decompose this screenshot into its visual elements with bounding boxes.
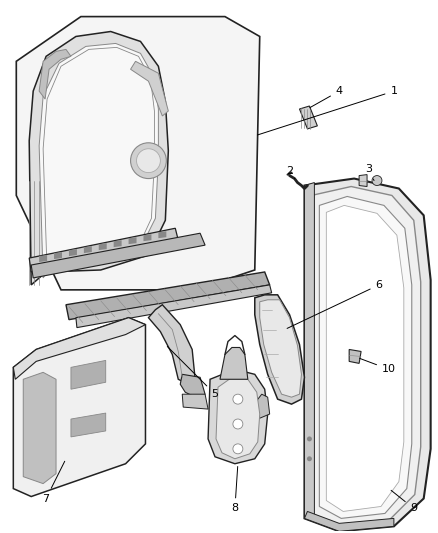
Text: 4: 4	[310, 86, 343, 108]
Polygon shape	[304, 179, 431, 531]
Polygon shape	[326, 205, 404, 512]
Polygon shape	[31, 233, 205, 278]
Polygon shape	[304, 512, 394, 531]
Polygon shape	[216, 375, 260, 459]
Polygon shape	[159, 231, 166, 238]
Polygon shape	[304, 182, 314, 519]
Polygon shape	[148, 305, 195, 384]
Text: 1: 1	[258, 86, 397, 135]
Polygon shape	[84, 246, 92, 253]
Polygon shape	[300, 106, 318, 129]
Polygon shape	[16, 17, 260, 290]
Polygon shape	[39, 43, 159, 278]
Circle shape	[307, 456, 312, 461]
Polygon shape	[180, 374, 205, 397]
Polygon shape	[252, 394, 270, 419]
Polygon shape	[114, 240, 122, 247]
Polygon shape	[311, 187, 421, 526]
Text: 9: 9	[391, 490, 417, 513]
Polygon shape	[349, 350, 361, 364]
Polygon shape	[359, 175, 367, 187]
Text: 8: 8	[231, 466, 238, 513]
Text: 2: 2	[286, 166, 294, 179]
Polygon shape	[54, 252, 62, 259]
Polygon shape	[131, 61, 168, 116]
Polygon shape	[144, 234, 152, 241]
Polygon shape	[69, 249, 77, 256]
Polygon shape	[129, 237, 137, 244]
Polygon shape	[39, 255, 47, 262]
Text: 3: 3	[366, 164, 374, 181]
Polygon shape	[29, 228, 178, 272]
Polygon shape	[208, 369, 268, 464]
Text: 7: 7	[42, 461, 65, 504]
Circle shape	[233, 444, 243, 454]
Circle shape	[233, 419, 243, 429]
Polygon shape	[99, 243, 107, 250]
Polygon shape	[23, 373, 56, 483]
Polygon shape	[39, 50, 71, 99]
Polygon shape	[13, 318, 145, 379]
Circle shape	[137, 149, 160, 173]
Polygon shape	[220, 348, 248, 379]
Polygon shape	[13, 318, 145, 497]
Polygon shape	[71, 360, 106, 389]
Circle shape	[233, 394, 243, 404]
Circle shape	[131, 143, 166, 179]
Text: 5: 5	[167, 346, 219, 399]
Text: 6: 6	[287, 280, 382, 328]
Polygon shape	[76, 285, 272, 328]
Polygon shape	[71, 413, 106, 437]
Polygon shape	[182, 394, 208, 409]
Circle shape	[307, 437, 312, 441]
Polygon shape	[255, 295, 304, 404]
Circle shape	[372, 175, 382, 185]
Polygon shape	[319, 197, 412, 519]
Text: 10: 10	[360, 358, 396, 374]
Polygon shape	[260, 300, 301, 397]
Polygon shape	[66, 272, 270, 320]
Polygon shape	[29, 31, 168, 285]
